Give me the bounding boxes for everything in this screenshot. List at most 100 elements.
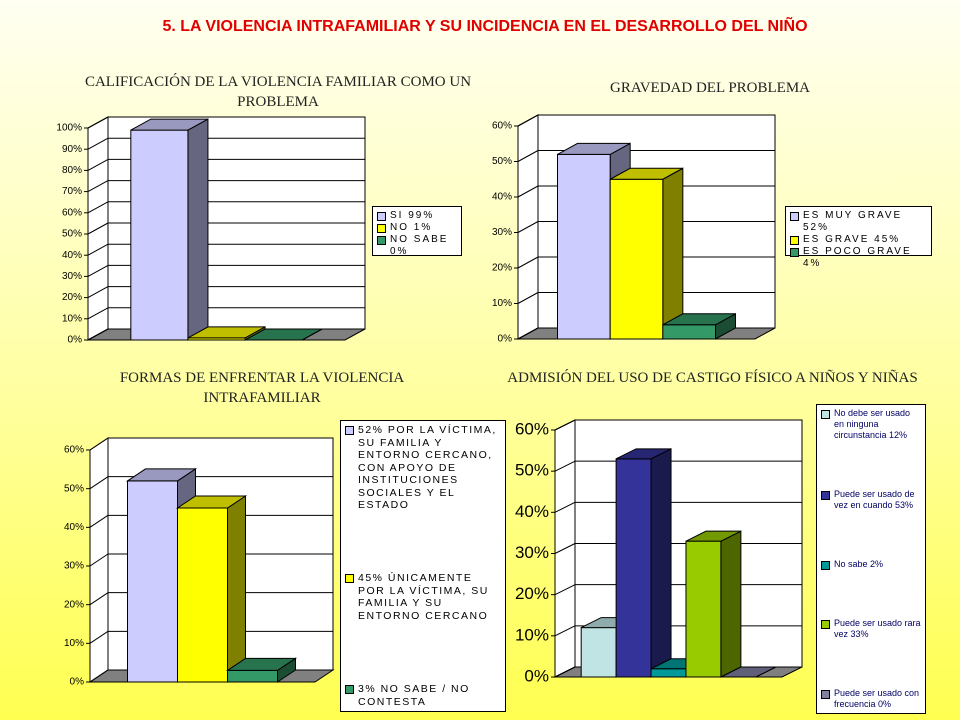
grid-line [87,243,109,256]
chart: 0% 10% 20% 30% 40% 50% 60% [492,114,776,345]
legend: ES MUY GRAVE 52% ES GRAVE 45% ES POCO GRAV… [785,206,932,269]
legend-item: Puede ser usado de vez en cuando 53% [821,489,921,511]
bar-top [187,326,266,339]
legend-label: Puede ser usado con frecuencia 0% [834,688,920,709]
y-tick-label: 60% [64,445,84,456]
legend-label: Puede ser usado de vez en cuando 53% [834,489,915,510]
legend-swatch [790,236,799,245]
grid-line [554,460,576,472]
grid-line [89,437,109,451]
y-tick-label: 30% [64,561,84,572]
y-tick-label: 60% [62,207,82,218]
y-tick-label: 0% [68,335,83,346]
bar [685,540,722,678]
bar-top [244,328,323,341]
chart-title: CALIFICACIÓN DE LA VIOLENCIA FAMILIAR CO… [84,74,472,110]
legend-label: ES POCO GRAVE 4% [803,246,912,269]
legend-swatch [790,212,799,221]
bar-top [720,666,777,678]
legend-item: 3% NO SABE / NO CONTESTA [345,683,501,708]
bar [130,129,189,341]
y-tick-label: 20% [492,263,512,274]
y-tick-label: 40% [492,192,512,203]
y-tick-label: 10% [515,625,549,644]
y-tick-label: 70% [62,186,82,197]
bar-top [130,118,209,131]
y-tick-label: 60% [515,419,549,438]
legend-item: Puede ser usado con frecuencia 0% [821,688,921,710]
y-tick-label: 90% [62,144,82,155]
legend-label: NO SABE 0% [390,234,449,257]
legend-item: ES POCO GRAVE 4% [790,246,927,270]
y-tick-label: 10% [62,313,82,324]
legend-swatch [790,248,799,257]
y-tick-label: 40% [64,522,84,533]
y-tick-label: 30% [492,227,512,238]
grid-line [517,292,539,304]
legend-swatch [345,574,354,584]
grid-line [554,625,576,637]
chart-title: GRAVEDAD DEL PROBLEMA [609,80,810,96]
grid-line [89,630,109,644]
legend-item: SI 99% [377,210,457,222]
bar [580,627,617,678]
legend-label: ES GRAVE 45% [803,234,901,245]
legend-label: 45% ÚNICAMENTE POR LA VÍCTIMA, SU FAMILI… [358,572,489,622]
grid-line [87,201,109,214]
grid-line [517,114,539,127]
y-tick-label: 20% [515,584,549,603]
grid-line [517,256,539,269]
grid-line [89,476,109,490]
grid-line [517,150,539,162]
legend-item: ES MUY GRAVE 52% [790,210,927,234]
grid-line [87,180,109,193]
grid-line [554,584,576,596]
grid-line [517,327,539,340]
legend-swatch [377,224,386,233]
bar-top [175,495,248,509]
grid-line [89,514,109,528]
legend-label: Puede ser usado rara vez 33% [834,618,921,639]
grid-line [89,553,109,567]
bar [177,507,228,683]
grid-line [89,669,109,683]
bar-top [662,313,736,326]
bar [227,669,278,683]
legend-label: 3% NO SABE / NO CONTESTA [358,683,470,708]
bar-top [615,448,672,460]
legend-swatch [345,426,354,435]
legend-swatch [821,410,830,419]
bar-side [187,118,209,341]
legend-label: No sabe 2% [834,559,884,569]
legend-swatch [377,212,386,221]
y-tick-label: 50% [515,461,549,480]
y-tick-label: 50% [492,156,512,167]
legend-item: 52% POR LA VÍCTIMA, SU FAMILIA Y ENTORNO… [345,424,501,512]
y-tick-label: 60% [492,121,512,132]
legend-swatch [821,561,830,570]
y-tick-label: 0% [70,677,85,688]
bar [127,480,178,683]
grid-line [87,307,109,320]
chart-title: ADMISIÓN DEL USO DE CASTIGO FÍSICO A NIÑ… [507,370,918,386]
grid-line [554,543,576,554]
legend-swatch [377,236,386,245]
grid-line [554,666,576,678]
grid-line [87,158,109,171]
legend-item: No debe ser usado en ninguna circunstanc… [821,408,921,441]
legend-swatch [821,491,830,500]
bar [609,178,664,340]
bar [615,458,652,678]
legend: No debe ser usado en ninguna circunstanc… [816,404,926,714]
legend-swatch [821,620,830,629]
chart-title: FORMAS DE ENFRENTAR LA VIOLENCIA INTRAFA… [119,370,405,406]
chart: 0% 10% 20% 30% 40% 50% 60% [64,437,335,688]
bar-side [662,167,684,340]
y-tick-label: 20% [64,599,84,610]
legend-label: 52% POR LA VÍCTIMA, SU FAMILIA Y ENTORNO… [358,424,497,511]
y-tick-label: 20% [62,292,82,303]
legend-item: NO SABE 0% [377,234,457,258]
chart: 0% 10% 20% 30% 40% 50% 60% 70% 80% 90% 100% [56,116,366,346]
